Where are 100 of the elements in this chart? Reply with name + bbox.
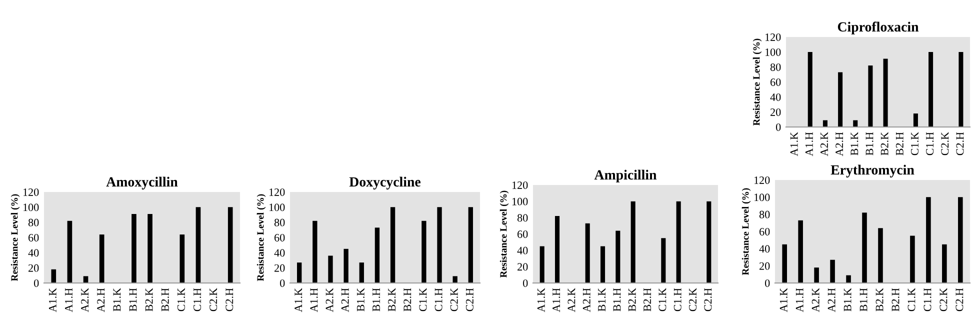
x-tick-label: A2.H (828, 288, 836, 312)
x-tick-label: A2.H (341, 288, 349, 312)
y-tick-label: 60 (518, 230, 528, 238)
x-tick-label: C1.K (658, 288, 666, 312)
x-tick-label: C1.H (194, 288, 202, 312)
bar (600, 246, 606, 283)
y-tick-label: 80 (28, 218, 39, 226)
bar (359, 262, 364, 283)
x-tick-label: C2.H (956, 132, 964, 156)
y-tick-label: 60 (274, 234, 285, 242)
bar (468, 207, 473, 283)
x-tick-label: A1.K (48, 288, 56, 312)
x-tick-label: C1.K (908, 288, 916, 312)
y-tick-label: 80 (770, 63, 781, 71)
bar (868, 66, 873, 127)
y-tick-label: 20 (760, 262, 770, 270)
x-tick-label: C2.K (940, 288, 948, 312)
x-tick-label: B2.K (145, 288, 153, 312)
bar (706, 201, 712, 283)
bar (297, 262, 302, 283)
bar (958, 52, 964, 127)
bar (928, 52, 934, 127)
bar (51, 269, 56, 283)
y-tick-label: 0 (34, 279, 39, 287)
chart-title: Amoxycillin (106, 176, 178, 190)
x-tick-label: A1.H (805, 132, 813, 156)
y-tick-label: 0 (280, 279, 285, 287)
y-tick-label: 40 (274, 249, 285, 257)
bar (862, 212, 867, 283)
bar (312, 220, 318, 283)
bar (328, 256, 333, 283)
bar (883, 58, 888, 127)
x-tick-label: A1.H (552, 288, 560, 312)
bar (99, 234, 104, 283)
bar (830, 260, 835, 283)
y-tick-label: 120 (754, 176, 770, 184)
bar (910, 236, 915, 283)
y-tick-label: 40 (517, 246, 528, 254)
bar (878, 228, 883, 283)
y-tick-label: 120 (23, 188, 39, 196)
x-tick-label: B2.K (880, 132, 888, 156)
y-tick-label: 20 (518, 263, 528, 271)
bar (390, 207, 396, 283)
bar (798, 220, 803, 283)
y-tick-label: 60 (28, 234, 39, 242)
y-tick-label: 120 (765, 33, 781, 41)
bar (437, 207, 442, 283)
bar (838, 72, 843, 127)
y-tick-label: 40 (759, 245, 770, 253)
x-tick-label: C2.H (956, 288, 964, 312)
bar (782, 244, 787, 283)
x-tick-label: B2.K (388, 288, 396, 312)
y-tick-label: 80 (759, 210, 770, 218)
x-tick-label: A1.H (796, 288, 804, 312)
x-tick-label: A2.K (326, 288, 334, 312)
y-tick-label: 80 (274, 218, 285, 226)
x-tick-label: B1.H (613, 288, 621, 312)
x-tick-label: C1.K (911, 132, 919, 156)
x-tick-label: C2.K (689, 288, 697, 312)
x-tick-label: C1.K (419, 288, 427, 312)
y-tick-label: 100 (269, 204, 285, 212)
bar (630, 201, 636, 283)
x-tick-label: A1.H (65, 288, 73, 312)
x-tick-label: A2.H (836, 132, 844, 156)
y-tick-label: 120 (269, 188, 285, 196)
chart-title: Ampicillin (594, 170, 657, 182)
bar (540, 246, 544, 283)
bar (676, 201, 681, 283)
x-tick-label: C2.H (226, 288, 234, 312)
bar (148, 214, 152, 283)
x-tick-label: B1.K (844, 288, 852, 312)
x-tick-label: C2.H (704, 288, 712, 312)
bar (67, 220, 72, 283)
chart-title: Doxycycline (349, 176, 421, 190)
x-tick-label: A1.K (790, 132, 798, 156)
bar (616, 230, 620, 283)
bar (196, 207, 201, 283)
bar (958, 197, 963, 283)
x-tick-label: B2.K (628, 288, 636, 312)
x-tick-label: B1.H (860, 288, 868, 312)
x-tick-label: B1.H (372, 288, 380, 312)
x-tick-label: C2.H (466, 288, 474, 312)
bar (554, 216, 560, 283)
y-axis-title: Resistance Level (%) (256, 194, 266, 282)
x-tick-label: A1.K (537, 288, 545, 312)
bar (585, 223, 590, 283)
x-tick-label: B1.K (598, 288, 606, 312)
x-tick-label: A1.K (780, 288, 788, 312)
y-tick-label: 100 (23, 204, 39, 212)
y-tick-label: 20 (28, 264, 39, 272)
x-tick-label: B2.H (892, 288, 900, 312)
x-tick-label: C2.K (941, 132, 949, 156)
x-tick-label: A2.K (568, 288, 576, 312)
y-axis-title: Resistance Level (%) (500, 190, 509, 278)
bar (374, 228, 380, 283)
x-tick-label: B1.H (129, 288, 137, 312)
bar (913, 114, 918, 127)
x-tick-label: A2.K (820, 132, 828, 156)
y-tick-label: 100 (512, 198, 528, 206)
y-tick-label: 40 (28, 249, 39, 257)
